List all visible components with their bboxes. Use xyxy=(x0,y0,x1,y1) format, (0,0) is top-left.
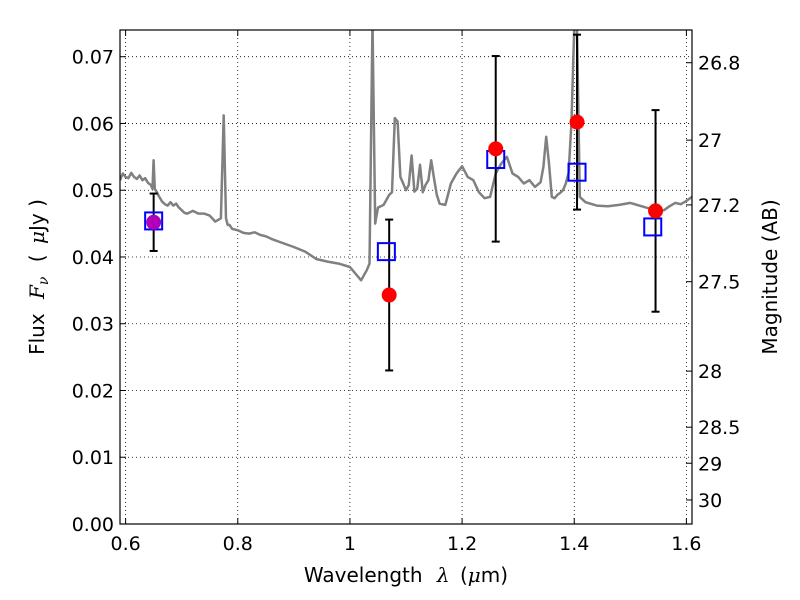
x-axis-label-unit-rest: m) xyxy=(481,563,508,587)
model-photometry-square xyxy=(376,242,396,262)
model-photometry-square xyxy=(643,217,663,237)
model-photometry-markers xyxy=(144,150,663,262)
y2-tick-label: 30 xyxy=(698,490,722,512)
axis-ticks xyxy=(120,30,692,525)
y-tick-label: 0.05 xyxy=(72,180,114,202)
y-tick-label: 0.03 xyxy=(72,314,114,336)
x-axis-label-unit-open: ( xyxy=(460,563,468,587)
y2-tick-label: 27.5 xyxy=(698,272,740,294)
y2-tick-label: 27.2 xyxy=(698,195,740,217)
x-tick-label: 1.4 xyxy=(559,533,589,555)
x-tick-label: 0.8 xyxy=(223,533,253,555)
y2-tick-label: 26.8 xyxy=(698,53,740,75)
y2-tick-label: 27 xyxy=(698,130,722,152)
observed-photometry-point xyxy=(146,214,162,230)
x-axis-label: Wavelength λ (μm) xyxy=(304,563,508,587)
observed-photometry-point xyxy=(569,114,585,130)
y2-tick-label: 29 xyxy=(698,453,722,475)
x-tick-labels: 0.6 0.8 1 1.2 1.4 1.6 xyxy=(110,533,701,555)
y-tick-label: 0.01 xyxy=(72,447,114,469)
plot-frame xyxy=(119,29,693,525)
observed-photometry-point xyxy=(648,203,664,219)
observed-photometry-point xyxy=(488,141,504,157)
observed-photometry-point xyxy=(381,287,397,303)
y-axis-label-unit-mu: μ xyxy=(25,231,49,244)
y2-tick-labels: 26.8 27 27.2 27.5 28 28.5 29 30 xyxy=(698,53,740,512)
x-axis-label-unit-mu: μ xyxy=(468,563,481,587)
y-axis-label: Flux Fν ( μJy ) xyxy=(25,199,53,355)
y2-axis-label: Magnitude (AB) xyxy=(758,199,782,354)
x-axis-label-main: Wavelength xyxy=(304,563,423,587)
x-tick-label: 1 xyxy=(344,533,356,555)
x-tick-label: 1.6 xyxy=(671,533,701,555)
y2-tick-label: 28 xyxy=(698,361,722,383)
y-axis-label-main: Flux xyxy=(25,313,49,355)
observed-photometry-markers xyxy=(146,114,664,303)
x-axis-label-symbol: λ xyxy=(436,563,450,587)
y-tick-labels: 0.00 0.01 0.02 0.03 0.04 0.05 0.06 0.07 xyxy=(72,47,114,536)
y-axis-label-sub: ν xyxy=(36,276,52,285)
x-tick-label: 0.6 xyxy=(110,533,140,555)
y-tick-label: 0.02 xyxy=(72,380,114,402)
y-axis-label-unit-rest: Jy ) xyxy=(25,199,49,233)
y2-tick-label: 28.5 xyxy=(698,417,740,439)
y-tick-label: 0.07 xyxy=(72,47,114,69)
y-tick-label: 0.04 xyxy=(72,247,114,269)
model-photometry-square xyxy=(567,162,587,182)
sed-model-line xyxy=(120,30,692,282)
y-tick-label: 0.06 xyxy=(72,113,114,135)
y-tick-label: 0.00 xyxy=(72,514,114,536)
x-tick-label: 1.2 xyxy=(447,533,477,555)
y-axis-label-symbol: F xyxy=(25,284,49,300)
y-axis-label-unit-open: ( xyxy=(25,254,49,262)
